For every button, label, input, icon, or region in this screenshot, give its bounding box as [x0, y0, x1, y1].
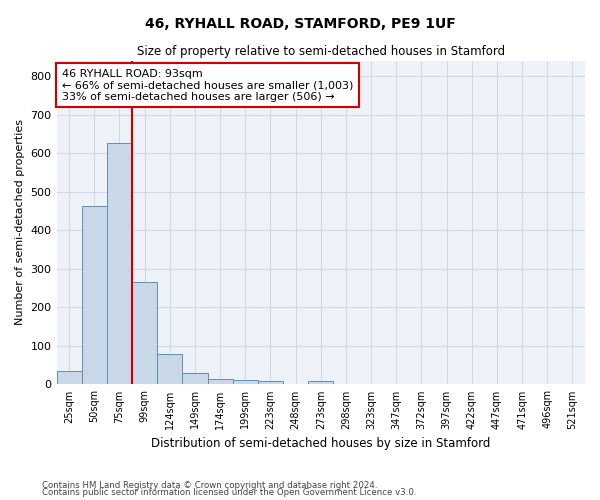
- Bar: [258, 380, 283, 384]
- Bar: [182, 373, 208, 384]
- Bar: [107, 144, 132, 384]
- X-axis label: Distribution of semi-detached houses by size in Stamford: Distribution of semi-detached houses by …: [151, 437, 490, 450]
- Text: Contains HM Land Registry data © Crown copyright and database right 2024.: Contains HM Land Registry data © Crown c…: [42, 480, 377, 490]
- Bar: [132, 282, 157, 384]
- Bar: [233, 380, 258, 384]
- Text: 46 RYHALL ROAD: 93sqm
← 66% of semi-detached houses are smaller (1,003)
33% of s: 46 RYHALL ROAD: 93sqm ← 66% of semi-deta…: [62, 68, 353, 102]
- Text: 46, RYHALL ROAD, STAMFORD, PE9 1UF: 46, RYHALL ROAD, STAMFORD, PE9 1UF: [145, 18, 455, 32]
- Bar: [157, 354, 182, 384]
- Title: Size of property relative to semi-detached houses in Stamford: Size of property relative to semi-detach…: [137, 45, 505, 58]
- Bar: [308, 382, 334, 384]
- Y-axis label: Number of semi-detached properties: Number of semi-detached properties: [15, 120, 25, 326]
- Text: Contains public sector information licensed under the Open Government Licence v3: Contains public sector information licen…: [42, 488, 416, 497]
- Bar: [208, 380, 233, 384]
- Bar: [56, 371, 82, 384]
- Bar: [82, 206, 107, 384]
